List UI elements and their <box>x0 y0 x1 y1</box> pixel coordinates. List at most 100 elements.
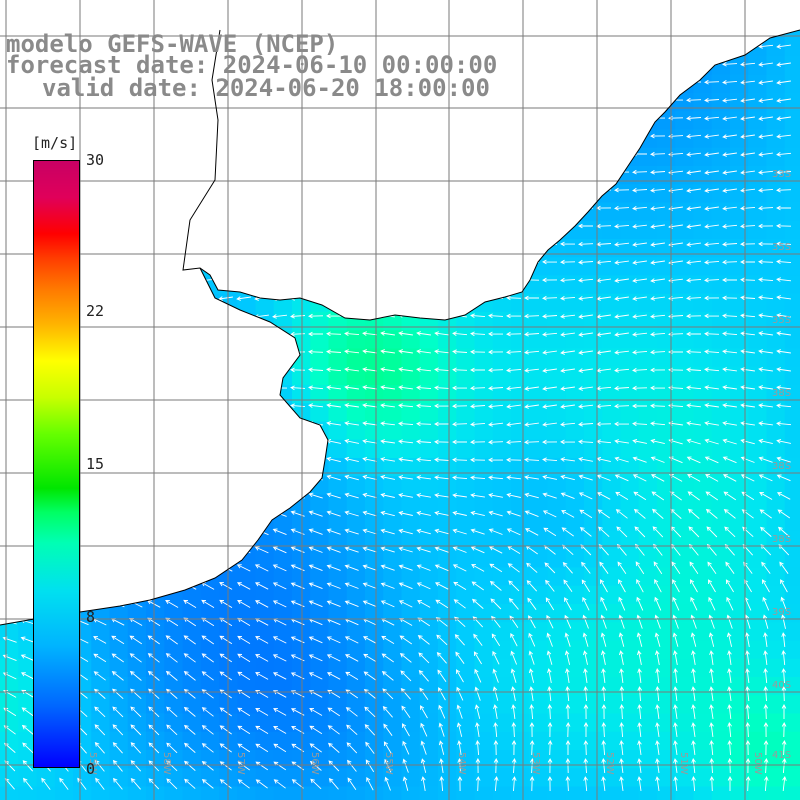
wind-arrow <box>633 491 647 501</box>
wind-speed-cell <box>328 731 348 751</box>
wind-arrow <box>2 188 18 193</box>
wind-speed-cell <box>711 38 731 58</box>
wind-speed-cell <box>365 129 384 149</box>
wind-arrow <box>2 80 17 85</box>
wind-speed-cell <box>383 731 403 751</box>
wind-arrow <box>600 596 608 611</box>
wind-speed-cell <box>310 293 330 313</box>
wind-arrow <box>434 457 450 463</box>
wind-arrow <box>758 438 773 445</box>
wind-arrow <box>565 704 571 720</box>
wind-speed-cell <box>784 275 800 295</box>
wind-arrow <box>637 740 642 755</box>
wind-speed-cell <box>529 385 549 404</box>
wind-arrow <box>237 707 251 717</box>
wind-arrow <box>763 722 769 738</box>
wind-arrow <box>632 403 647 409</box>
wind-arrow <box>704 260 720 265</box>
wind-speed-cell <box>638 658 658 678</box>
wind-speed-cell <box>638 695 658 715</box>
wind-arrow <box>164 404 179 409</box>
wind-arrow <box>727 650 732 665</box>
wind-arrow <box>506 492 521 498</box>
wind-arrow <box>384 758 392 773</box>
wind-arrow <box>565 740 571 755</box>
wind-arrow <box>561 510 575 518</box>
wind-speed-cell <box>200 220 220 240</box>
wind-speed-cell <box>620 494 640 514</box>
wind-arrow <box>779 561 789 574</box>
wind-arrow <box>200 205 216 211</box>
wind-arrow <box>650 151 666 157</box>
wind-speed-cell <box>292 330 311 350</box>
wind-arrow <box>74 115 90 121</box>
wind-speed-cell <box>419 567 439 587</box>
wind-arrow <box>524 368 539 373</box>
wind-speed-cell <box>638 421 658 441</box>
wind-speed-cell <box>711 312 731 331</box>
wind-speed-cell <box>310 695 330 715</box>
wind-speed-cell <box>310 585 330 605</box>
wind-speed-cell <box>711 585 731 605</box>
wind-arrow <box>416 241 432 246</box>
wind-arrow <box>362 528 377 535</box>
wind-speed-cell <box>657 147 676 167</box>
wind-speed-cell <box>328 257 348 277</box>
wind-speed-cell <box>492 220 512 240</box>
wind-speed-cell <box>784 257 800 277</box>
wind-speed-cell <box>748 257 768 277</box>
wind-speed-cell <box>109 239 129 258</box>
wind-speed-cell <box>693 421 713 441</box>
wind-speed-cell <box>273 531 293 550</box>
wind-arrow <box>600 614 607 629</box>
wind-speed-cell <box>146 275 165 295</box>
wind-arrow <box>326 672 341 680</box>
wind-speed-cell <box>255 202 275 222</box>
longitude-label: 52W <box>604 752 615 775</box>
wind-arrow <box>346 742 358 754</box>
wind-arrow <box>308 636 323 644</box>
wind-speed-cell <box>547 549 567 569</box>
wind-speed-cell <box>310 202 330 222</box>
wind-arrow <box>92 133 108 139</box>
wind-speed-cell <box>346 184 366 204</box>
wind-speed-cell <box>748 604 768 623</box>
wind-speed-cell <box>200 731 220 751</box>
wind-speed-cell <box>419 750 439 769</box>
wind-speed-cell <box>383 512 403 532</box>
longitude-label: 51W <box>678 752 689 775</box>
wind-arrow <box>506 439 522 445</box>
wind-arrow <box>673 740 678 755</box>
wind-arrow <box>398 600 413 608</box>
wind-arrow <box>398 528 413 535</box>
wind-speed-cell <box>766 184 786 204</box>
wind-speed-cell <box>419 768 439 788</box>
wind-arrow <box>493 722 498 738</box>
wind-speed-cell <box>620 458 640 477</box>
wind-arrow <box>128 277 144 283</box>
wind-speed-cell <box>511 385 530 404</box>
wind-speed-cell <box>164 512 184 532</box>
wind-arrow <box>326 170 341 175</box>
wind-arrow <box>398 295 413 300</box>
wind-arrow <box>488 510 503 517</box>
wind-arrow <box>704 349 720 354</box>
wind-arrow <box>453 599 466 609</box>
wind-speed-cell <box>438 604 457 623</box>
wind-arrow <box>470 133 486 139</box>
wind-arrow <box>95 759 105 772</box>
wind-arrow <box>128 493 144 499</box>
wind-speed-cell <box>584 640 603 660</box>
wind-arrow <box>437 669 447 682</box>
wind-arrow <box>596 79 611 84</box>
wind-arrow <box>382 705 393 718</box>
wind-arrow <box>578 133 593 138</box>
wind-arrow <box>776 30 792 31</box>
wind-arrow <box>130 760 142 772</box>
wind-arrow <box>255 761 269 771</box>
wind-arrow <box>727 704 732 719</box>
wind-speed-cell <box>748 439 768 459</box>
wind-speed-cell <box>474 403 494 423</box>
wind-arrow <box>704 242 720 247</box>
wind-arrow <box>20 98 35 103</box>
